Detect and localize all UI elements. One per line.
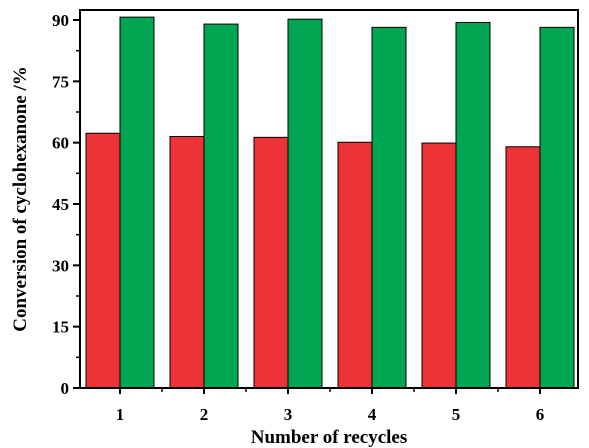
y-axis-label: Conversion of cyclohexanone /% [10, 66, 31, 331]
y-ticks-group: 0 15 30 45 60 75 90 [52, 11, 80, 398]
x-ticks-group: 1 2 3 4 5 6 [116, 388, 545, 424]
x-tick-label: 2 [200, 405, 209, 424]
y-tick-label: 30 [52, 256, 69, 275]
y-tick-label: 75 [52, 72, 69, 91]
bar-series1-cycle-3 [253, 136, 289, 389]
bar-series2-cycle-5 [455, 21, 491, 389]
x-tick-label: 6 [536, 405, 545, 424]
bar-series1-cycle-5 [421, 142, 457, 389]
x-tick-label: 1 [116, 405, 125, 424]
bar-series1-cycle-2 [169, 136, 205, 389]
bar-series2-cycle-4 [371, 26, 407, 389]
y-tick-label: 90 [52, 11, 69, 30]
y-tick-label: 0 [61, 379, 70, 398]
bar-series1-cycle-6 [505, 146, 541, 389]
x-axis-label: Number of recycles [251, 427, 408, 448]
bar-series1-cycle-4 [337, 141, 373, 389]
plot-frame [79, 9, 579, 389]
y-tick-label: 60 [52, 134, 69, 153]
y-tick-label: 45 [52, 195, 69, 214]
x-tick-label: 5 [452, 405, 461, 424]
bar-series2-cycle-3 [287, 18, 323, 389]
bar-series2-cycle-6 [539, 26, 575, 389]
x-tick-label: 4 [368, 405, 377, 424]
bar-series2-cycle-1 [119, 16, 155, 389]
bars-group [85, 16, 575, 389]
bar-series2-cycle-2 [203, 23, 239, 389]
bar-series1-cycle-1 [85, 132, 121, 389]
y-tick-label: 15 [52, 318, 69, 337]
x-tick-label: 3 [284, 405, 293, 424]
